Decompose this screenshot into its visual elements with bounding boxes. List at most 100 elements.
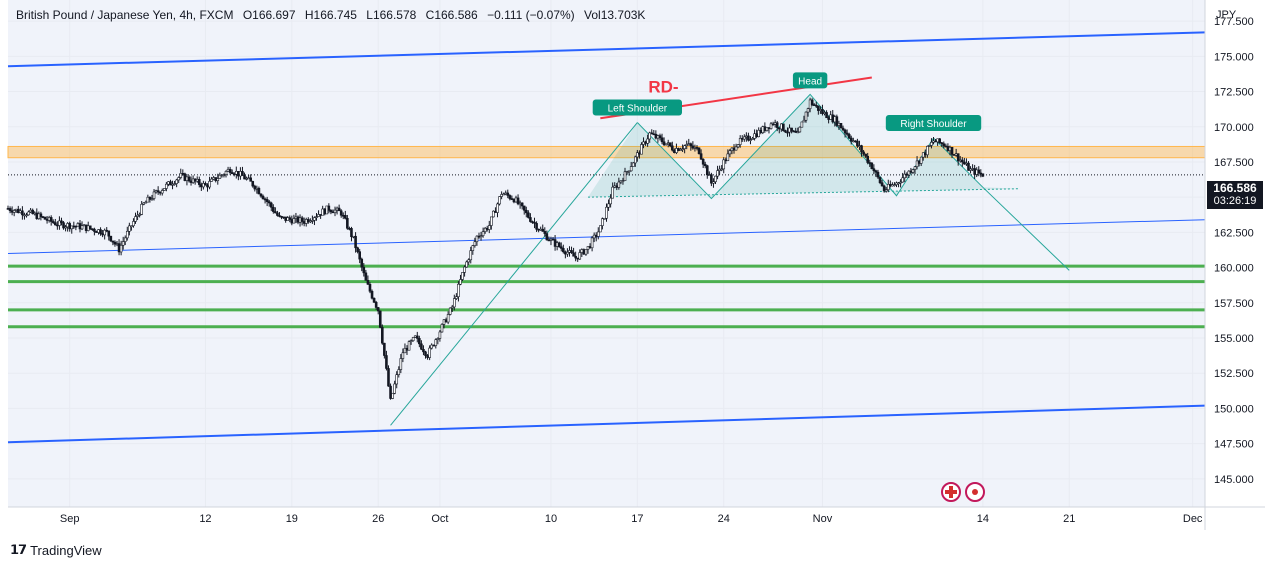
candle-body [469,250,473,261]
candle-body [971,168,974,170]
candle-body [255,187,259,190]
candle-body [849,137,853,142]
candle-body [858,145,861,147]
candle-body [331,211,335,214]
candle-body [629,166,633,172]
candle-body [385,355,388,369]
candle-body [140,203,143,215]
candle-body [193,178,197,182]
candle-body [60,220,63,223]
x-tick-label: 17 [631,513,643,525]
candle-body [835,116,839,126]
candle-body [95,231,98,233]
candle-body [932,140,935,143]
candle-body [494,210,497,213]
candle-body [134,216,137,222]
candle-body [845,132,849,135]
pattern-labels: RD- Left Shoulder Head Right Shoulder [592,72,982,132]
candle-body [317,214,320,217]
candle-body [973,168,976,175]
candle-body [54,222,57,226]
candle-body [956,153,960,162]
candle-body [496,203,499,213]
candle-body [642,141,645,145]
brand-name: TradingView [30,542,102,558]
candle-body [617,181,621,188]
candle-body [401,352,405,359]
candle-body [304,219,308,224]
candle-body [535,223,538,230]
candle-body [802,119,806,123]
candle-body [257,187,261,195]
candle-body [938,138,941,144]
candle-body [804,111,808,121]
symbol-title[interactable]: British Pound / Japanese Yen, 4h, FXCM [16,8,234,22]
candle-body [329,210,333,213]
candle-body [722,159,726,170]
candle-body [144,201,148,204]
candle-body [25,214,28,217]
candle-body [463,266,466,273]
candle-body [903,173,907,179]
candle-body [461,272,464,280]
candle-body [524,209,528,214]
candle-body [852,140,855,143]
rd-label: RD- [648,77,678,96]
candle-body [58,220,61,226]
candle-body [319,214,322,216]
candle-body [928,145,931,147]
uk-flag-icon[interactable] [941,482,961,502]
candle-body [697,147,701,154]
candle-body [432,344,436,347]
candle-body [171,183,174,186]
candle-body [109,235,113,242]
candle-body [798,126,802,133]
tradingview-logo[interactable]: 𝟭𝟳 TradingView [10,542,102,558]
y-tick-label: 175.000 [1214,51,1254,63]
right-shoulder-label: Right Shoulder [885,115,982,132]
candle-body [80,225,84,230]
candle-body [759,129,763,133]
candle-body [773,122,777,125]
candle-body [117,243,121,253]
candle-body [512,199,516,203]
candle-body [829,114,832,120]
candle-body [132,221,135,227]
candle-body [372,297,376,303]
candle-body [545,233,549,241]
candle-body [356,247,359,252]
candle-body [646,138,649,144]
candle-body [181,173,185,175]
time-axis[interactable]: Sep 12 19 26 Oct 10 17 24 Nov 14 21 Dec [60,513,1203,525]
candle-body [16,208,20,213]
candle-body [568,250,571,253]
candle-body [360,258,364,268]
candle-body [455,296,458,299]
candle-body [37,213,41,219]
candle-body [934,140,937,143]
candle-body [891,184,894,187]
candle-body [607,203,610,208]
candle-body [576,257,580,260]
candle-body [572,252,575,257]
candle-body [333,209,337,214]
candle-body [683,145,686,149]
candle-body [218,174,222,179]
candle-body [438,331,442,339]
candle-body [946,146,950,151]
candle-body [705,165,709,176]
candle-body [757,129,760,137]
candle-body [638,152,641,155]
candle-body [234,171,238,175]
candle-body [152,191,156,199]
candle-body [841,127,845,131]
candle-body [780,123,783,130]
japan-flag-icon[interactable] [965,482,985,502]
candle-body [755,133,758,137]
candle-body [562,248,565,253]
candle-body [436,338,440,340]
y-tick-label: 177.500 [1214,16,1254,28]
candle-body [341,214,345,217]
price-axis[interactable]: 145.000 147.500 150.000 152.500 155.000 157.5… [1214,9,1254,486]
